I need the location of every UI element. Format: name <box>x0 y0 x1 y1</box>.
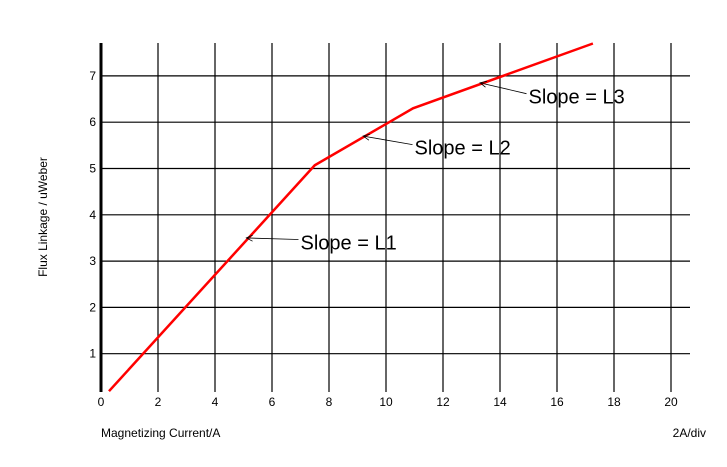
y-tick-label: 1 <box>89 347 96 361</box>
annotation-label: Slope = L2 <box>415 138 511 160</box>
annotations: Slope = L1 Slope = L2 Slope = L3 <box>245 80 625 255</box>
annotation-label: Slope = L3 <box>529 87 625 109</box>
annotation-arrow <box>363 135 413 146</box>
x-tick-label: 6 <box>269 395 276 409</box>
x-tick-label: 20 <box>664 395 678 409</box>
x-tick-label: 14 <box>493 395 507 409</box>
annotation-arrowhead <box>479 80 487 88</box>
x-tick-label: 8 <box>326 395 333 409</box>
x-tick-label: 4 <box>212 395 219 409</box>
series <box>108 42 594 393</box>
y-tick-label: 2 <box>89 300 96 314</box>
y-axis-label: Flux Linkage / uWeber <box>36 157 50 277</box>
y-tick-label: 5 <box>89 162 96 176</box>
x-tick-label: 16 <box>550 395 564 409</box>
annotation-arrowhead <box>362 133 371 141</box>
y-tick-label: 6 <box>89 115 96 129</box>
x-axis-label: Magnetizing Current/A <box>101 426 220 440</box>
y-tick-label: 7 <box>89 69 96 83</box>
annotation-arrow <box>246 237 299 240</box>
annotation-label: Slope = L1 <box>301 233 397 255</box>
x-tick-label: 12 <box>436 395 450 409</box>
grid <box>99 43 690 392</box>
y-tick-label: 4 <box>89 208 96 222</box>
x-tick-label: 0 <box>98 395 105 409</box>
x-tick-label: 18 <box>607 395 621 409</box>
x-tick-label: 2 <box>155 395 162 409</box>
series-line <box>108 42 594 393</box>
annotation-arrowhead <box>245 234 253 242</box>
y-tick-label: 3 <box>89 254 96 268</box>
annotation-arrow <box>479 82 527 95</box>
x-tick-label: 10 <box>379 395 393 409</box>
scale-note: 2A/div <box>673 426 706 440</box>
